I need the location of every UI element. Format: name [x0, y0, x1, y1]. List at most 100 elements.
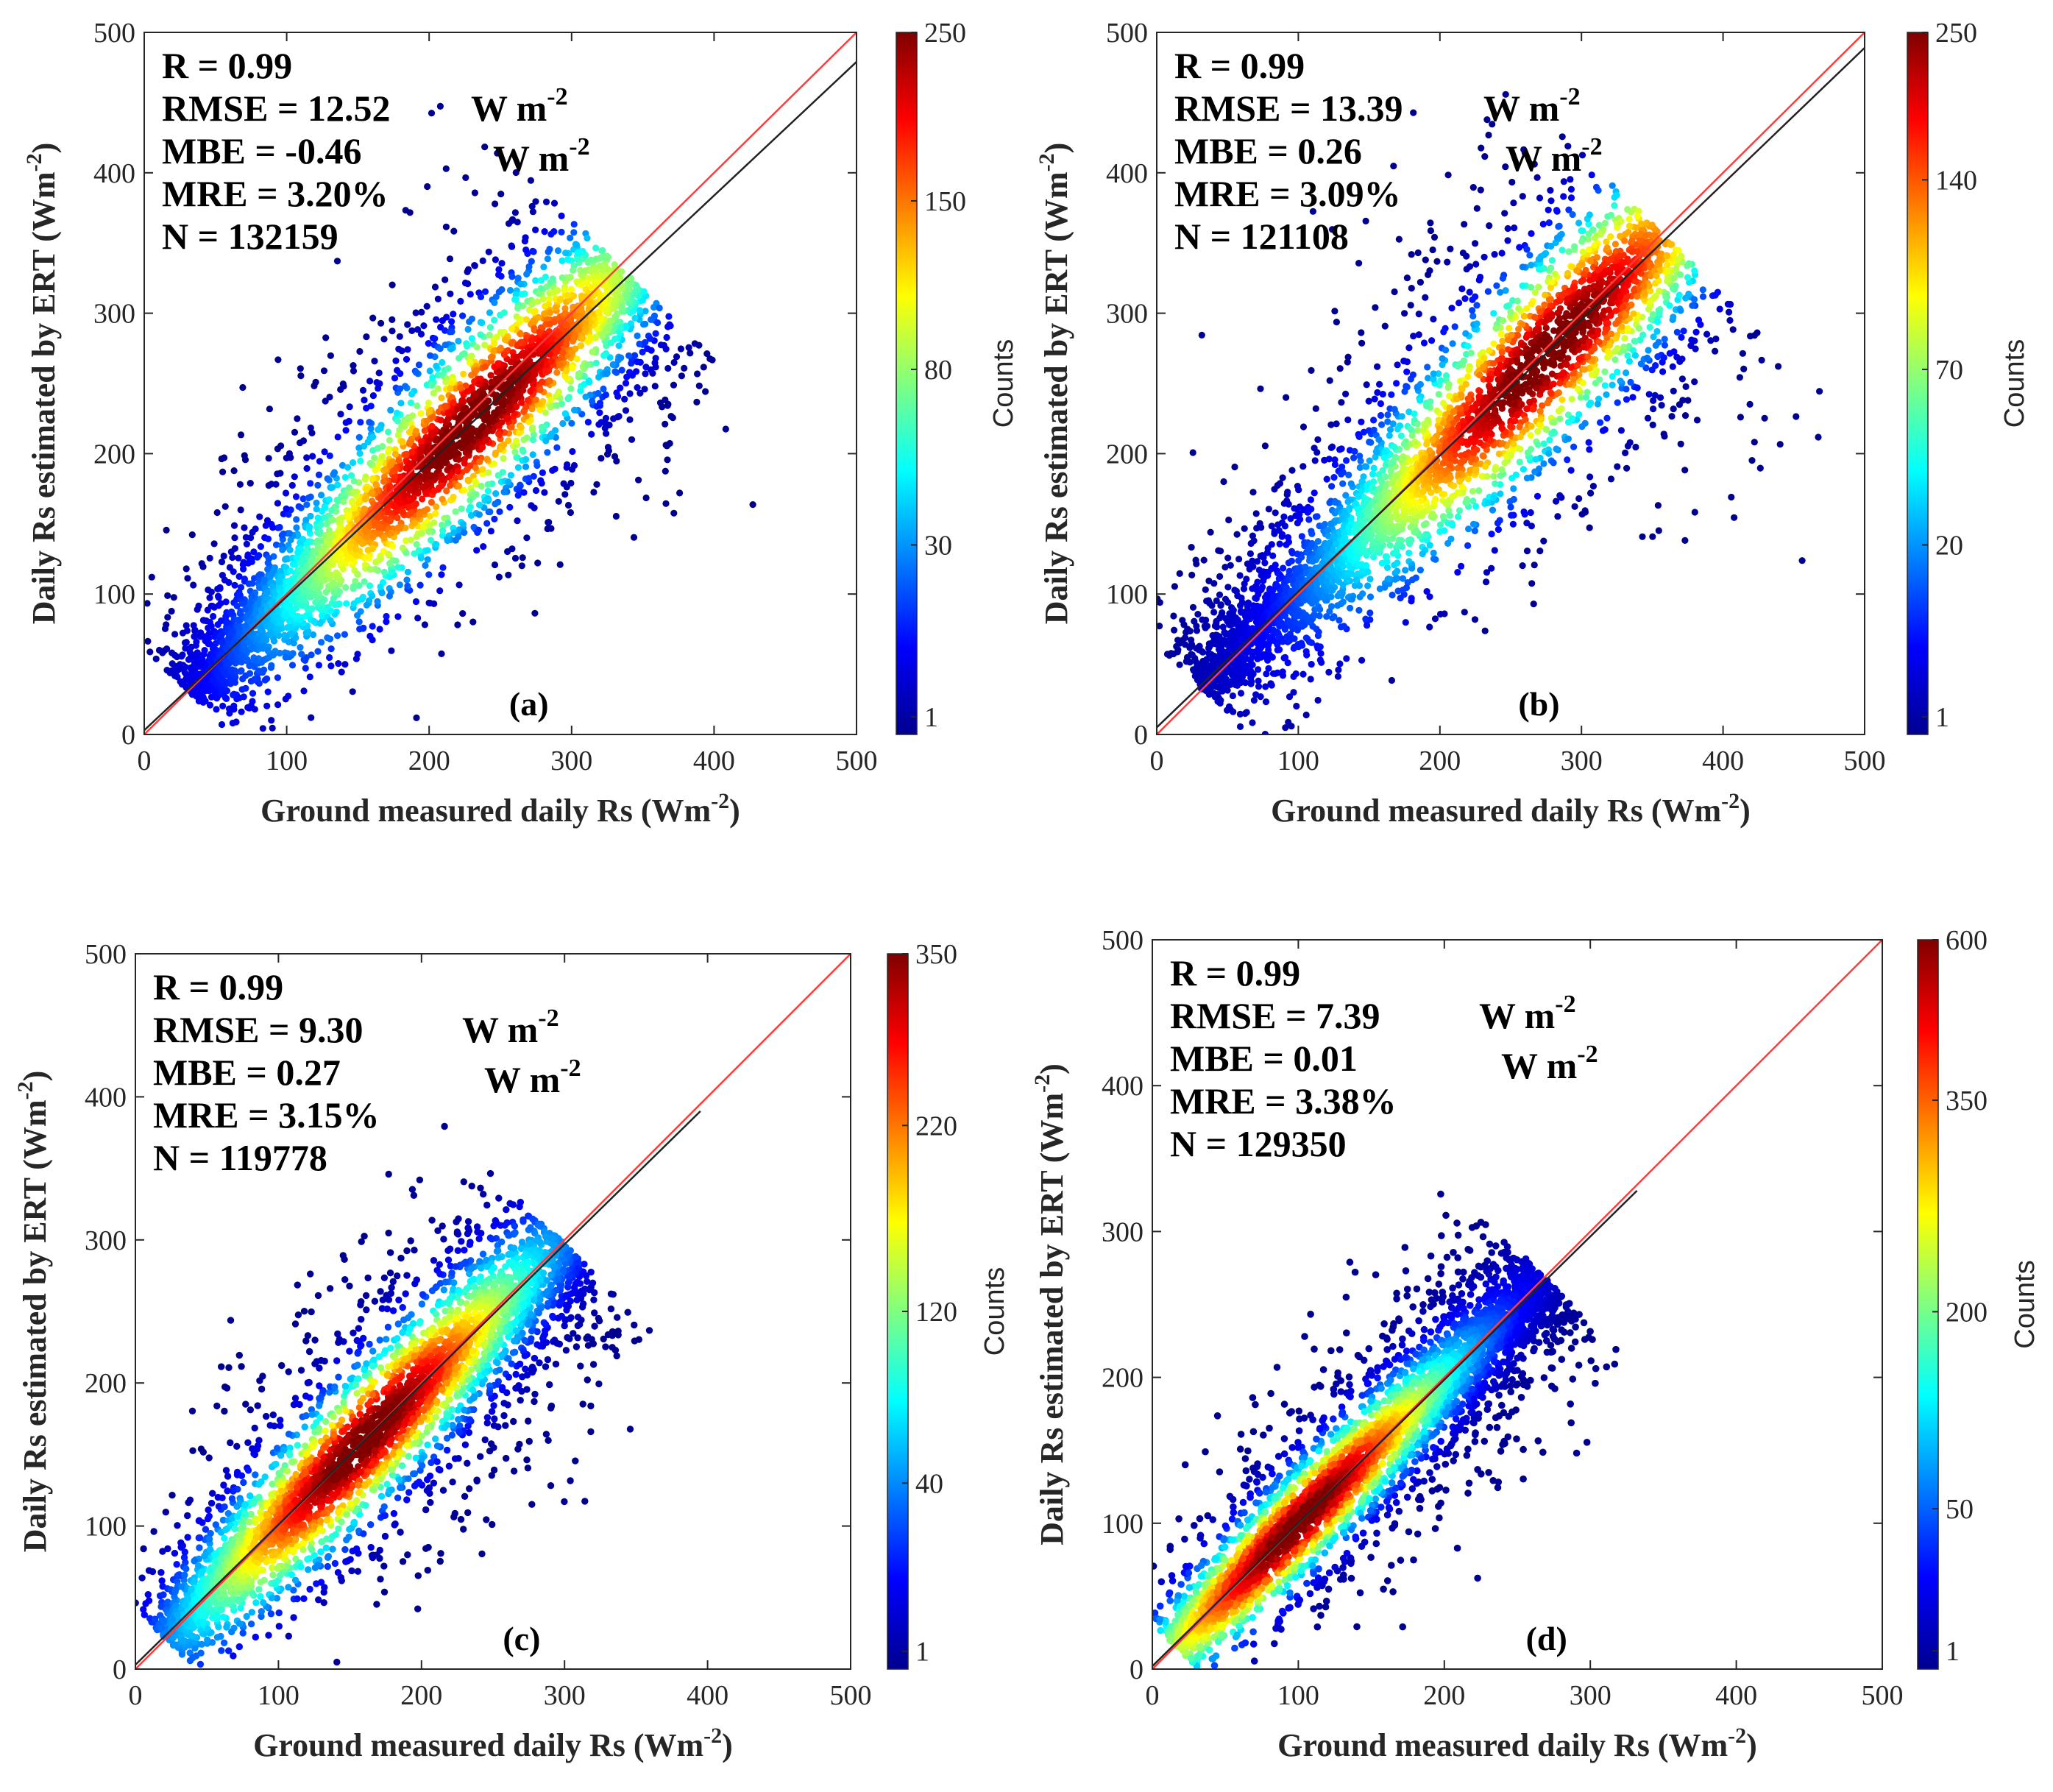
scatter-point [428, 498, 436, 506]
scatter-point [341, 631, 348, 638]
scatter-point [394, 613, 402, 620]
scatter-point [169, 649, 176, 656]
scatter-point [422, 490, 430, 497]
scatter-point [361, 562, 369, 569]
scatter-point [302, 548, 311, 556]
scatter-point [439, 317, 446, 325]
scatter-point [222, 598, 230, 606]
scatter-point [356, 450, 364, 457]
scatter-point [236, 609, 244, 617]
scatter-point [528, 405, 536, 413]
scatter-point [582, 325, 589, 333]
scatter-point [241, 606, 249, 613]
scatter-point [330, 469, 338, 476]
scatter-point [237, 651, 244, 659]
scatter-point [603, 306, 611, 314]
scatter-point [542, 437, 550, 445]
scatter-point [588, 431, 595, 438]
scatter-point [349, 688, 356, 695]
scatter-point [695, 382, 703, 389]
scatter-point [1381, 322, 1389, 330]
scatter-point [642, 494, 650, 502]
scatter-point [260, 576, 268, 584]
scatter-point [363, 404, 370, 412]
scatter-point [1712, 335, 1720, 343]
scatter-point [297, 372, 305, 380]
scatter-point [634, 332, 641, 339]
scatter-point [618, 302, 625, 310]
scatter-point [489, 418, 497, 425]
scatter-point [545, 525, 553, 532]
scatter-point [494, 149, 501, 157]
scatter-point [285, 693, 292, 700]
scatter-point [239, 383, 247, 392]
scatter-point [171, 631, 179, 638]
scatter-point [462, 382, 469, 389]
scatter-point [218, 720, 226, 729]
scatter-point [498, 286, 506, 294]
scatter-point [1471, 616, 1479, 623]
scatter-point [1642, 364, 1650, 372]
scatter-point [587, 256, 595, 263]
scatter-point [486, 324, 494, 331]
scatter-point [396, 495, 404, 502]
scatter-point [497, 191, 505, 198]
colorbar-tick-label: 250 [924, 18, 966, 49]
scatter-point [618, 366, 625, 374]
scatter-point [482, 363, 489, 370]
scatter-point [636, 340, 643, 347]
scatter-point [568, 466, 576, 473]
scatter-point [709, 356, 716, 364]
scatter-point [639, 348, 646, 355]
scatter-point [287, 623, 294, 631]
scatter-point [268, 662, 275, 669]
scatter-point [269, 583, 277, 590]
scatter-point [1815, 433, 1822, 441]
scatter-point [268, 717, 275, 724]
scatter-point [468, 372, 475, 379]
scatter-point [563, 367, 570, 375]
scatter-point [1303, 651, 1311, 659]
scatter-point [468, 433, 475, 441]
scatter-point [559, 274, 566, 281]
scatter-point [584, 361, 592, 369]
scatter-point [367, 425, 375, 432]
scatter-point [325, 526, 333, 534]
scatter-point [1220, 478, 1227, 486]
scatter-point [287, 617, 294, 624]
scatter-point [438, 650, 445, 658]
scatter-point [414, 402, 421, 410]
scatter-point [1407, 302, 1414, 309]
scatter-point [321, 577, 328, 584]
scatter-point [310, 583, 317, 590]
scatter-point [1410, 109, 1417, 116]
scatter-point [217, 600, 224, 607]
scatter-point [493, 333, 500, 341]
scatter-point [366, 566, 375, 573]
scatter-point [589, 348, 596, 355]
x-tick-label: 0 [138, 746, 152, 776]
scatter-point [600, 352, 608, 359]
scatter-point [514, 454, 521, 461]
scatter-point [511, 396, 519, 403]
scatter-point [350, 362, 357, 369]
scatter-point [408, 419, 415, 427]
scatter-point [613, 289, 620, 297]
scatter-point [380, 568, 388, 576]
scatter-point [210, 540, 218, 548]
scatter-point [188, 531, 196, 539]
y-axis-label: Daily Rs estimated by ERT (Wm-2) [22, 143, 62, 625]
scatter-point [532, 277, 539, 284]
scatter-point [1597, 419, 1604, 426]
scatter-point [230, 691, 237, 698]
scatter-point [532, 486, 540, 495]
scatter-point [470, 491, 478, 498]
scatter-point [388, 647, 395, 654]
scatter-point [430, 487, 438, 495]
scatter-point [285, 638, 292, 646]
scatter-point [506, 404, 514, 411]
scatter-point [173, 653, 181, 661]
scatter-point [270, 567, 277, 574]
scatter-point [314, 481, 322, 489]
scatter-point [232, 673, 239, 681]
